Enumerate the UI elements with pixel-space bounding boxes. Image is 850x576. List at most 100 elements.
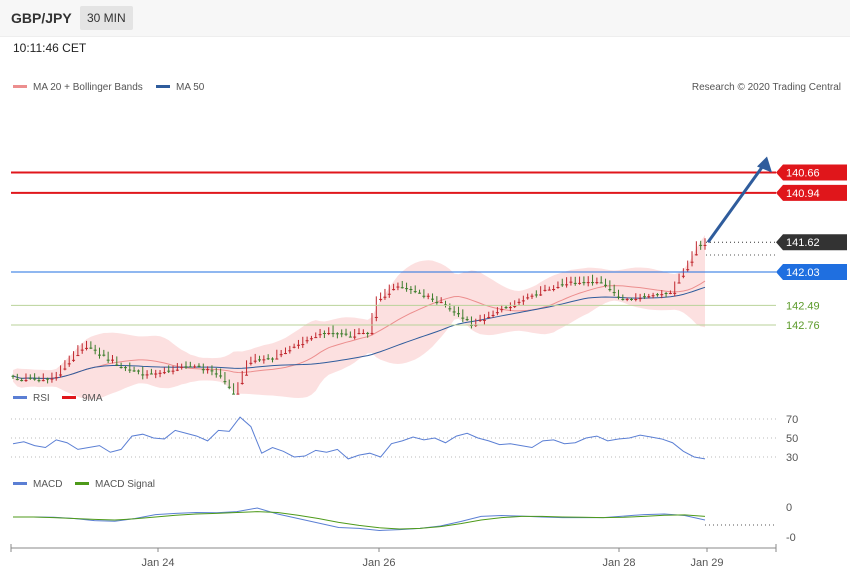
candle-body [24, 380, 28, 382]
candle-body [565, 284, 569, 286]
candle-body [175, 369, 179, 371]
timeframe-button[interactable]: 30 MIN [80, 6, 133, 30]
candle-body [694, 254, 698, 256]
level-label: 142.49 [786, 300, 820, 312]
legend-swatch [13, 396, 27, 399]
candle-body [595, 282, 599, 284]
candle-body [197, 365, 201, 367]
time-tick-label: Jan 24 [141, 557, 174, 569]
candle-body [63, 368, 67, 370]
candle-body [102, 354, 106, 356]
forecast-arrow-head [757, 156, 772, 173]
copyright-text: Research © 2020 Trading Central [692, 82, 841, 93]
candle-body [621, 298, 625, 300]
candle-body [119, 366, 123, 368]
time-tick-label: Jan 26 [362, 557, 395, 569]
candle-body [353, 336, 357, 338]
candle-body [400, 287, 404, 289]
candle-body [149, 373, 153, 375]
candle-body [335, 333, 339, 335]
candle-body [599, 282, 603, 284]
candle-body [392, 289, 396, 291]
candle-body [405, 288, 409, 290]
level-label: 140.94 [786, 188, 820, 200]
candle-body [452, 311, 456, 313]
legend-swatch [13, 482, 27, 485]
candle-body [534, 294, 538, 296]
candle-body [513, 306, 517, 308]
time-tick-label: Jan 28 [602, 557, 635, 569]
candle-body [478, 319, 482, 321]
symbol-label: GBP/JPY [11, 10, 72, 26]
candle-body [201, 369, 205, 371]
candle-body [50, 378, 54, 380]
candle-body [249, 362, 253, 364]
candle-body [15, 379, 19, 381]
candle-body [482, 319, 486, 321]
candle-body [262, 359, 266, 361]
candle-body [136, 370, 140, 372]
candle-body [578, 282, 582, 284]
candle-body [465, 319, 469, 321]
candle-body [128, 369, 132, 371]
candle-body [314, 337, 318, 339]
candle-body [491, 314, 495, 316]
candle-body [11, 375, 15, 377]
legend-label: RSI [33, 393, 50, 404]
candle-body [677, 282, 681, 284]
bollinger-band [13, 234, 705, 400]
macd-tick-label: 0 [786, 502, 792, 514]
candle-body [54, 377, 58, 379]
candle-body [288, 350, 292, 352]
candle-body [495, 312, 499, 314]
candle-body [331, 333, 335, 335]
candle-body [28, 377, 32, 379]
candle-body [413, 291, 417, 293]
candle-body [305, 340, 309, 342]
candle-body [686, 269, 690, 271]
candle-body [292, 346, 296, 348]
forecast-arrow [706, 163, 766, 244]
candle-body [227, 386, 231, 388]
candle-body [89, 347, 93, 349]
candle-body [435, 302, 439, 304]
level-tag-140.94 [776, 184, 847, 201]
candle-body [487, 316, 491, 318]
candle-body [327, 333, 331, 335]
candle-body [59, 374, 63, 376]
candle-body [110, 359, 114, 361]
candle-body [219, 375, 223, 377]
candle-body [232, 393, 236, 395]
candle-body [41, 380, 45, 382]
candle-body [361, 333, 365, 335]
legend-swatch [13, 85, 27, 88]
candle-body [383, 296, 387, 298]
candle-body [318, 334, 322, 336]
ma50-line [12, 286, 706, 379]
candle-body [106, 359, 110, 361]
candle-body [283, 353, 287, 355]
level-label: 142.03 [786, 267, 820, 279]
candle-body [673, 292, 677, 294]
legend-label: MA 50 [176, 82, 205, 93]
candle-body [638, 298, 642, 300]
candle-body [396, 286, 400, 288]
legend-swatch [62, 396, 76, 399]
candle-body [422, 295, 426, 297]
candle-body [461, 317, 465, 319]
candle-body [681, 275, 685, 277]
candle-body [266, 358, 270, 360]
candle-body [634, 298, 638, 300]
legend-swatch [156, 85, 170, 88]
legend-label: MA 20 + Bollinger Bands [33, 82, 143, 93]
candle-body [132, 370, 136, 372]
level-tag-142.03 [776, 264, 847, 280]
candle-body [210, 370, 214, 372]
candle-body [214, 373, 218, 375]
legend-label: 9MA [82, 393, 103, 404]
macd-signal-line [13, 511, 706, 530]
candle-body [76, 355, 80, 357]
level-label: 140.66 [786, 168, 820, 180]
candle-body [279, 354, 283, 356]
